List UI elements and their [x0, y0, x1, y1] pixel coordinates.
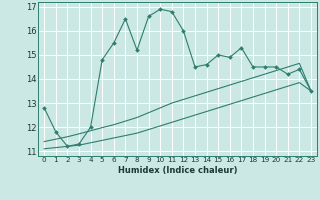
X-axis label: Humidex (Indice chaleur): Humidex (Indice chaleur): [118, 166, 237, 175]
